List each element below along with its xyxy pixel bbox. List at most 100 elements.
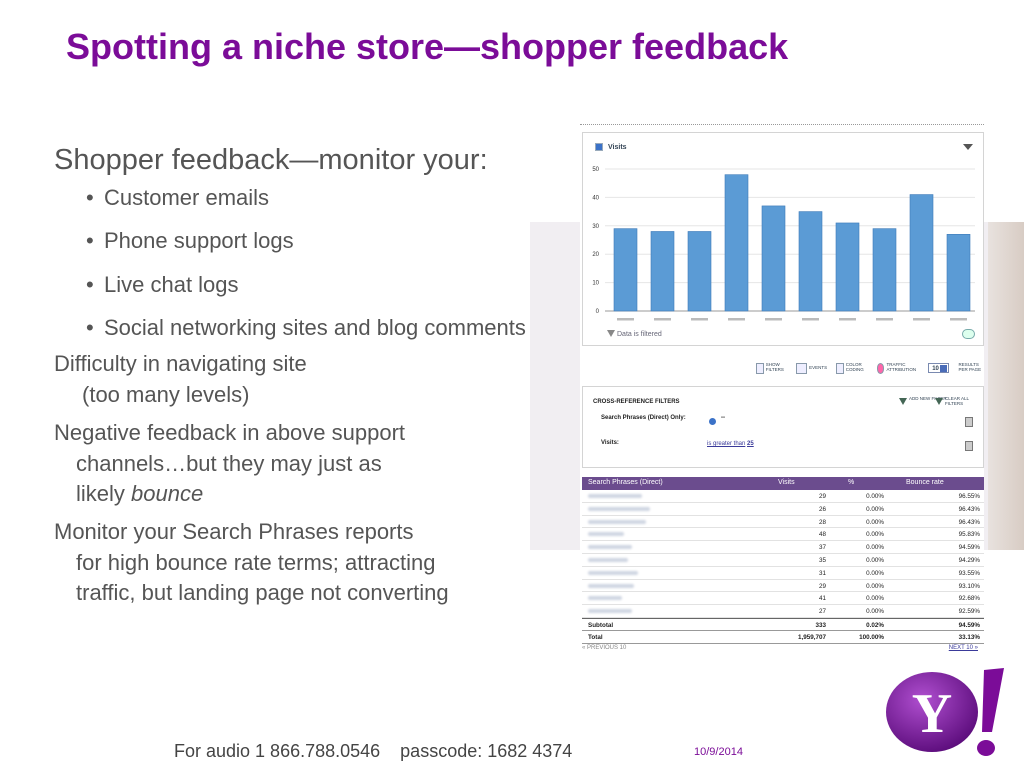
total-row: Total 1,959,707 100.00% 33.13%: [582, 631, 984, 644]
redacted-phrase[interactable]: [588, 583, 634, 588]
trash-icon[interactable]: [965, 417, 973, 427]
events-button[interactable]: EVENTS: [796, 362, 827, 374]
bar[interactable]: [835, 222, 860, 312]
redacted-phrase[interactable]: [588, 557, 628, 562]
column-header-bounce[interactable]: Bounce rate: [906, 479, 944, 486]
redacted-phrase[interactable]: [588, 494, 642, 498]
x-tick-label: [765, 318, 782, 321]
table-row[interactable]: 29 0.00% 96.55%: [582, 490, 984, 503]
filter-2-condition[interactable]: is greater than 25: [707, 441, 754, 447]
bullet-item: • Social networking sites and blog commen…: [86, 315, 526, 341]
x-tick-label: [728, 318, 745, 321]
column-header-percent[interactable]: %: [848, 479, 855, 486]
redacted-phrase[interactable]: [588, 545, 632, 550]
y-tick-label: 10: [592, 281, 599, 287]
redacted-phrase[interactable]: [588, 519, 646, 524]
previous-page-link[interactable]: « PREVIOUS 10: [582, 645, 627, 651]
slide-title: Spotting a niche store—shopper feedback: [66, 26, 789, 67]
bar[interactable]: [761, 205, 786, 312]
bar[interactable]: [872, 228, 897, 312]
cell-bounce: 92.68%: [958, 595, 980, 603]
cell-visits: 37: [818, 544, 826, 552]
bar[interactable]: [613, 228, 638, 312]
bar[interactable]: [798, 211, 823, 312]
yahoo-logo: Y: [886, 668, 1004, 756]
cell-bounce: 94.59%: [958, 544, 980, 552]
filter-icon: [756, 362, 764, 374]
cell-visits: 41: [818, 595, 826, 603]
redacted-phrase[interactable]: [588, 596, 622, 601]
cell-visits: 31: [818, 569, 826, 577]
funnel-icon: [607, 330, 615, 337]
filter-1-value[interactable]: "": [721, 417, 726, 423]
bar[interactable]: [724, 174, 749, 312]
results-per-page-select[interactable]: 10: [928, 363, 950, 373]
redacted-phrase[interactable]: [588, 609, 632, 614]
bar[interactable]: [650, 231, 675, 312]
color-coding-button[interactable]: COLOR CODING: [836, 362, 867, 374]
table-row[interactable]: 48 0.00% 95.83%: [582, 528, 984, 542]
show-filters-button[interactable]: SHOW FILTERS: [756, 362, 787, 374]
xref-title: CROSS-REFERENCE FILTERS: [593, 399, 680, 405]
bullet-item: • Customer emails: [86, 185, 270, 210]
cell-bounce: 94.29%: [958, 556, 980, 564]
clear-filters-button[interactable]: CLEAR ALL FILTERS: [935, 396, 983, 407]
table-row[interactable]: 41 0.00% 92.68%: [582, 592, 984, 606]
cell-bounce: 93.10%: [958, 582, 980, 590]
bar[interactable]: [909, 194, 934, 312]
x-tick-label: [913, 318, 930, 321]
bullet-list: Shopper feedback—monitor your: • Customer…: [54, 144, 534, 616]
chevron-down-icon[interactable]: [963, 144, 973, 150]
results-per-page-label: RESULTS PER PAGE: [958, 362, 982, 372]
bullet-item: • Live chat logs: [86, 271, 239, 297]
x-tick-label: [839, 318, 856, 321]
table-row[interactable]: 27 0.00% 92.59%: [582, 605, 984, 618]
cell-pct: 0.00%: [866, 582, 884, 590]
logo-exclamation-dot: [977, 740, 995, 756]
emphasis-bounce: bounce: [131, 480, 204, 506]
events-icon: [796, 362, 808, 374]
bullet-item: • Phone support logs: [86, 228, 294, 254]
x-tick-label: [617, 318, 634, 321]
column-header-visits[interactable]: Visits: [778, 479, 795, 486]
search-phrases-table: Search Phrases (Direct) Visits % Bounce …: [582, 477, 984, 644]
table-row[interactable]: 29 0.00% 93.10%: [582, 580, 984, 593]
x-tick-label: [876, 318, 893, 321]
logo-circle: [886, 672, 978, 752]
traffic-attribution-icon: [876, 362, 885, 374]
add-filter-button[interactable]: ADD NEW FILTER: [899, 396, 947, 405]
table-row[interactable]: 31 0.00% 93.55%: [582, 567, 984, 580]
table-header: Search Phrases (Direct) Visits % Bounce …: [582, 477, 984, 490]
table-row[interactable]: 26 0.00% 96.43%: [582, 503, 984, 516]
redacted-phrase[interactable]: [588, 570, 638, 575]
visits-chart-panel: Visits 0 10 20 30 40 50 Data is filtered: [582, 132, 984, 346]
cell-visits: 35: [818, 556, 826, 564]
redacted-phrase[interactable]: [588, 506, 650, 511]
x-tick-label: [950, 318, 967, 321]
cell-bounce: 93.55%: [958, 569, 980, 577]
panel-edge: [988, 222, 1024, 550]
table-row[interactable]: 37 0.00% 94.59%: [582, 541, 984, 554]
report-screenshot: Visits 0 10 20 30 40 50 Data is filtered SHOW…: [580, 124, 984, 654]
slide-date: 10/9/2014: [694, 746, 743, 758]
audio-number: For audio 1 866.788.0546: [174, 741, 381, 761]
info-icon: [709, 418, 716, 425]
color-coding-icon: [836, 362, 844, 374]
next-page-link[interactable]: NEXT 10 »: [948, 645, 978, 651]
cell-visits: 28: [818, 518, 826, 526]
logo-exclamation: [982, 668, 1004, 732]
cross-reference-filters: CROSS-REFERENCE FILTERS ADD NEW FILTER C…: [582, 386, 984, 468]
cell-pct: 0.00%: [866, 556, 884, 564]
logo-letter: Y: [912, 683, 952, 745]
traffic-attribution-button[interactable]: TRAFFIC ATTRIBUTION: [876, 362, 920, 374]
table-row[interactable]: 35 0.00% 94.29%: [582, 554, 984, 567]
comment-icon[interactable]: [962, 329, 975, 339]
y-tick-label: 50: [592, 167, 599, 173]
trash-icon[interactable]: [965, 441, 973, 451]
column-header-phrase[interactable]: Search Phrases (Direct): [588, 479, 663, 486]
bar[interactable]: [687, 231, 712, 312]
redacted-phrase[interactable]: [588, 532, 624, 537]
bar[interactable]: [946, 234, 971, 312]
cell-visits: 27: [818, 608, 826, 616]
table-row[interactable]: 28 0.00% 96.43%: [582, 516, 984, 529]
